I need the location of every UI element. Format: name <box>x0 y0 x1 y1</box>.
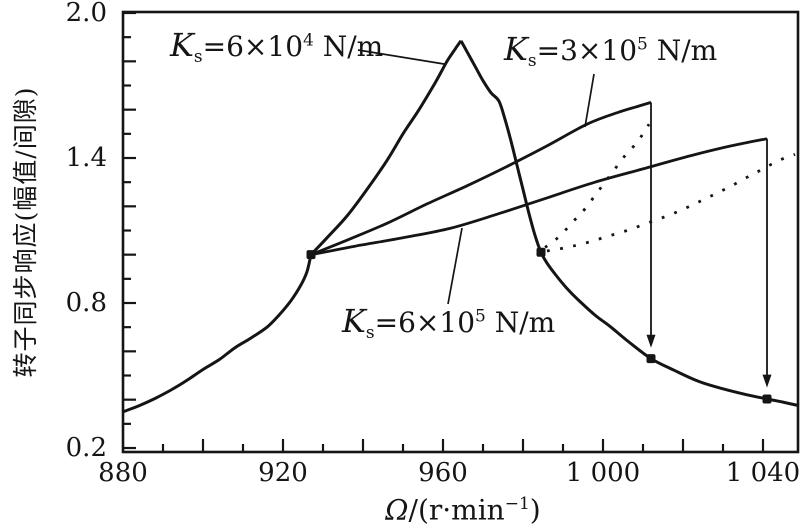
y-axis-title: 转子同步响应(幅值/间隙) <box>11 86 40 378</box>
jump-arrowhead-icon <box>762 374 772 388</box>
x-tick-label: 960 <box>418 458 468 488</box>
series-curve-0 <box>459 40 800 408</box>
y-tick-label: 0.8 <box>65 288 107 318</box>
x-tick-label: 1 040 <box>725 458 800 488</box>
series-curve-4 <box>546 153 796 253</box>
data-point-marker <box>646 354 656 364</box>
y-tick-label: 0.2 <box>65 433 107 463</box>
series-curve-0 <box>309 39 463 256</box>
series-curve-0 <box>122 254 313 414</box>
annotation-pointer-ks-3e5 <box>584 73 595 128</box>
annotation-ks-3e5: Ks=3×105 N/m <box>504 30 718 71</box>
series-curve-1 <box>310 101 652 256</box>
y-tick-label: 2.0 <box>65 0 107 28</box>
annotation-pointer-ks-6e5 <box>447 227 463 305</box>
series-curve-3 <box>544 123 651 249</box>
annotation-ks-6e5: Ks=6×105 N/m <box>342 302 556 343</box>
annotation-pointer-ks-6e4 <box>357 49 445 65</box>
x-axis-title: Ω/(r·min−1) <box>385 493 541 527</box>
annotation-ks-6e4: Ks=6×104 N/m <box>170 26 384 67</box>
y-tick-label: 1.4 <box>65 143 107 173</box>
data-point-marker <box>762 394 772 404</box>
x-tick-label: 1 000 <box>565 458 641 488</box>
x-tick-label: 920 <box>258 458 308 488</box>
data-point-marker <box>306 250 316 260</box>
data-point-marker <box>536 247 546 257</box>
series-curve-2 <box>310 137 768 257</box>
jump-arrowhead-icon <box>646 334 656 348</box>
plot-border <box>121 10 800 454</box>
x-tick-label: 880 <box>98 458 148 488</box>
